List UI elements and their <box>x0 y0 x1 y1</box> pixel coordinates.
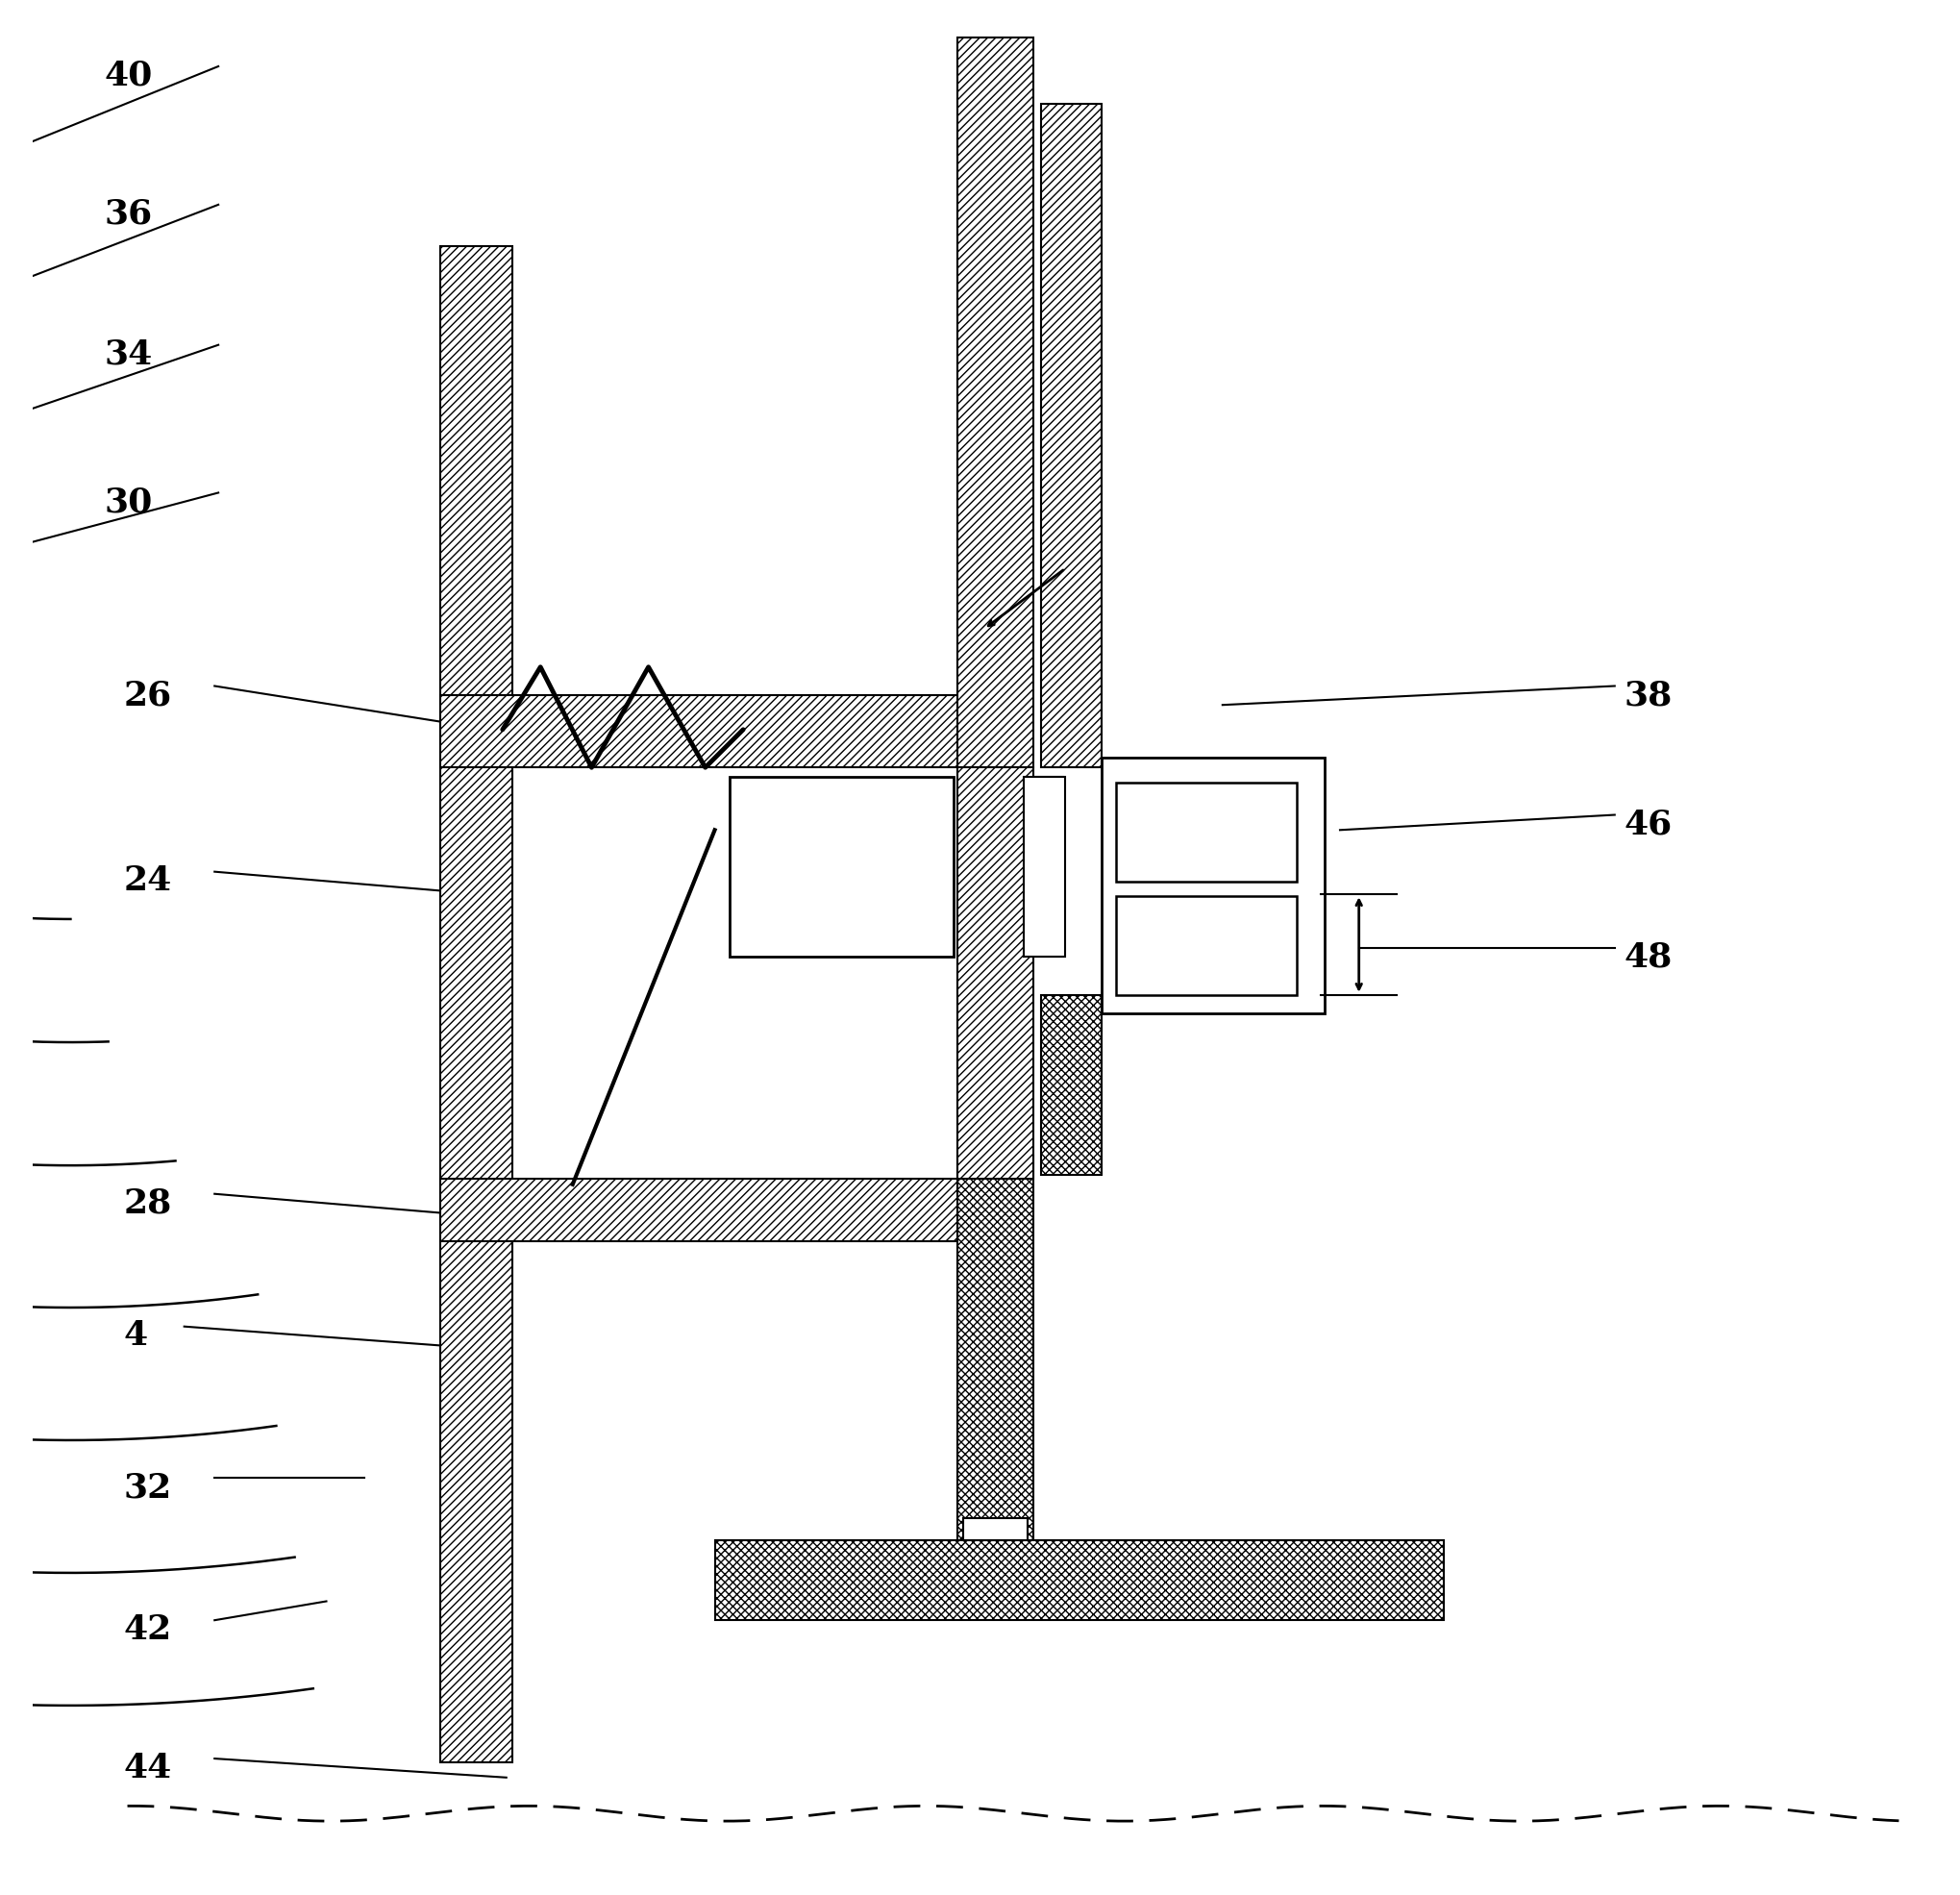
Text: 44: 44 <box>123 1751 172 1785</box>
Text: 42: 42 <box>123 1613 172 1647</box>
Text: 24: 24 <box>123 864 172 898</box>
Text: 48: 48 <box>1625 940 1672 974</box>
Text: 40: 40 <box>104 59 153 93</box>
Bar <box>1041 995 1102 1175</box>
Bar <box>1041 104 1102 767</box>
Bar <box>956 767 1033 1179</box>
Text: 28: 28 <box>123 1186 172 1220</box>
Bar <box>1023 777 1064 957</box>
Bar <box>1117 783 1296 881</box>
Bar <box>441 246 512 1762</box>
Bar <box>962 1518 1027 1541</box>
Bar <box>441 1179 960 1241</box>
Bar <box>956 38 1033 767</box>
Text: 46: 46 <box>1625 807 1672 841</box>
Bar <box>715 1541 1445 1620</box>
Text: 30: 30 <box>104 485 153 519</box>
Text: 32: 32 <box>123 1471 172 1505</box>
Text: 4: 4 <box>123 1319 147 1353</box>
Bar <box>1033 777 1064 957</box>
Bar <box>1102 758 1325 1014</box>
Bar <box>1117 896 1296 995</box>
Bar <box>956 1156 1033 1573</box>
Text: 36: 36 <box>104 197 153 231</box>
Bar <box>441 695 960 767</box>
Bar <box>729 777 953 957</box>
Text: 26: 26 <box>123 678 172 713</box>
Text: 34: 34 <box>104 337 153 371</box>
Text: 38: 38 <box>1625 678 1672 713</box>
